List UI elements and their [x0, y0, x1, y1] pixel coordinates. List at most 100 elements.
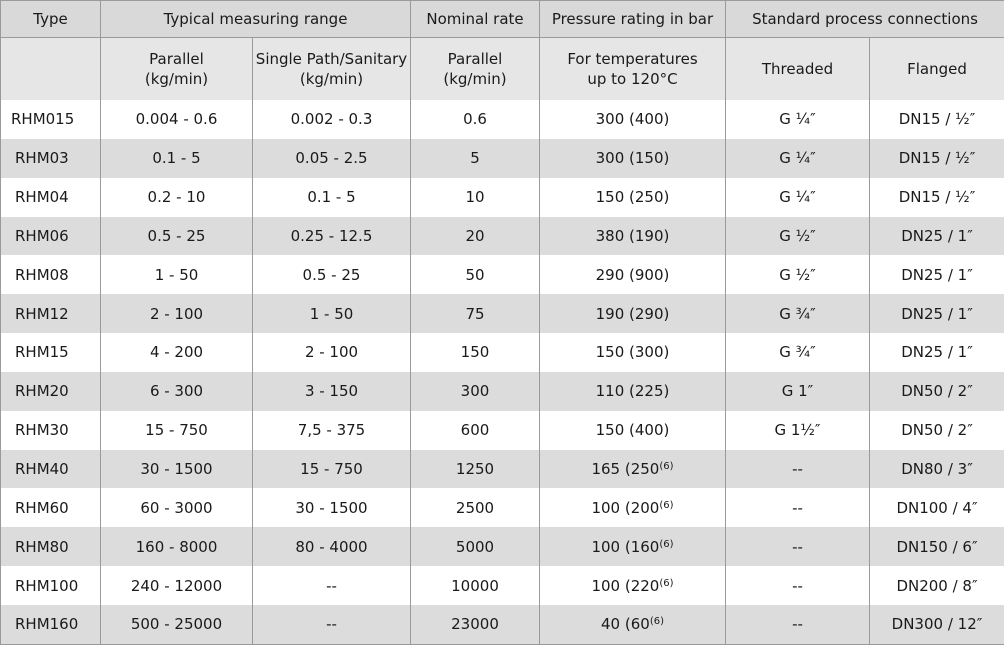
cell-flanged: DN200 / 8″ — [870, 566, 1004, 605]
cell-pressure-rating: 40 (60(6) — [540, 605, 726, 644]
cell-threaded: -- — [726, 450, 870, 489]
cell-threaded: G 1″ — [726, 372, 870, 411]
footnote-marker: (6) — [659, 500, 673, 511]
cell-type: RHM100 — [1, 566, 101, 605]
footnote-marker: (6) — [659, 578, 673, 589]
cell-single-path-range: 3 - 150 — [253, 372, 411, 411]
cell-parallel-range: 0.004 - 0.6 — [101, 100, 253, 139]
cell-pressure-rating: 150 (300) — [540, 333, 726, 372]
header-nominal-rate: Nominal rate — [411, 1, 540, 38]
subheader-empty — [1, 38, 101, 101]
subheader-nominal-parallel: Parallel(kg/min) — [411, 38, 540, 101]
cell-pressure-rating: 290 (900) — [540, 255, 726, 294]
cell-threaded: G 1½″ — [726, 411, 870, 450]
cell-single-path-range: 0.5 - 25 — [253, 255, 411, 294]
cell-nominal-rate: 10 — [411, 178, 540, 217]
cell-parallel-range: 0.1 - 5 — [101, 139, 253, 178]
cell-pressure-rating: 150 (400) — [540, 411, 726, 450]
cell-single-path-range: 0.05 - 2.5 — [253, 139, 411, 178]
subheader-single-path: Single Path/Sanitary(kg/min) — [253, 38, 411, 101]
header-type: Type — [1, 1, 101, 38]
subheader-parallel: Parallel(kg/min) — [101, 38, 253, 101]
footnote-marker: (6) — [650, 616, 664, 627]
cell-pressure-rating: 300 (150) — [540, 139, 726, 178]
cell-single-path-range: 7,5 - 375 — [253, 411, 411, 450]
cell-single-path-range: 2 - 100 — [253, 333, 411, 372]
cell-threaded: G ½″ — [726, 217, 870, 256]
cell-type: RHM20 — [1, 372, 101, 411]
cell-pressure-rating: 100 (160(6) — [540, 527, 726, 566]
subheader-flanged: Flanged — [870, 38, 1004, 101]
cell-parallel-range: 0.5 - 25 — [101, 217, 253, 256]
cell-flanged: DN25 / 1″ — [870, 255, 1004, 294]
cell-flanged: DN50 / 2″ — [870, 411, 1004, 450]
cell-type: RHM40 — [1, 450, 101, 489]
cell-single-path-range: 80 - 4000 — [253, 527, 411, 566]
cell-parallel-range: 0.2 - 10 — [101, 178, 253, 217]
cell-pressure-rating: 110 (225) — [540, 372, 726, 411]
cell-flanged: DN25 / 1″ — [870, 333, 1004, 372]
cell-flanged: DN15 / ½″ — [870, 100, 1004, 139]
cell-pressure-rating: 100 (220(6) — [540, 566, 726, 605]
cell-threaded: -- — [726, 605, 870, 644]
footnote-marker: (6) — [659, 461, 673, 472]
cell-parallel-range: 15 - 750 — [101, 411, 253, 450]
cell-nominal-rate: 23000 — [411, 605, 540, 644]
cell-type: RHM12 — [1, 294, 101, 333]
cell-parallel-range: 4 - 200 — [101, 333, 253, 372]
cell-parallel-range: 500 - 25000 — [101, 605, 253, 644]
cell-nominal-rate: 75 — [411, 294, 540, 333]
cell-threaded: G ¾″ — [726, 294, 870, 333]
cell-threaded: G ¾″ — [726, 333, 870, 372]
cell-nominal-rate: 5000 — [411, 527, 540, 566]
cell-parallel-range: 1 - 50 — [101, 255, 253, 294]
subheader-threaded: Threaded — [726, 38, 870, 101]
cell-threaded: -- — [726, 488, 870, 527]
cell-pressure-rating: 165 (250(6) — [540, 450, 726, 489]
cell-type: RHM04 — [1, 178, 101, 217]
cell-pressure-rating: 100 (200(6) — [540, 488, 726, 527]
cell-nominal-rate: 600 — [411, 411, 540, 450]
cell-pressure-rating: 150 (250) — [540, 178, 726, 217]
cell-flanged: DN100 / 4″ — [870, 488, 1004, 527]
cell-pressure-rating: 190 (290) — [540, 294, 726, 333]
cell-flanged: DN25 / 1″ — [870, 217, 1004, 256]
cell-pressure-rating: 300 (400) — [540, 100, 726, 139]
header-measuring-range: Typical measuring range — [101, 1, 411, 38]
cell-flanged: DN150 / 6″ — [870, 527, 1004, 566]
cell-type: RHM80 — [1, 527, 101, 566]
cell-type: RHM15 — [1, 333, 101, 372]
cell-threaded: -- — [726, 527, 870, 566]
cell-type: RHM08 — [1, 255, 101, 294]
cell-pressure-rating: 380 (190) — [540, 217, 726, 256]
cell-single-path-range: 0.25 - 12.5 — [253, 217, 411, 256]
cell-type: RHM160 — [1, 605, 101, 644]
cell-nominal-rate: 1250 — [411, 450, 540, 489]
cell-nominal-rate: 150 — [411, 333, 540, 372]
cell-type: RHM06 — [1, 217, 101, 256]
cell-parallel-range: 2 - 100 — [101, 294, 253, 333]
cell-single-path-range: 1 - 50 — [253, 294, 411, 333]
cell-type: RHM015 — [1, 100, 101, 139]
cell-single-path-range: -- — [253, 566, 411, 605]
cell-flanged: DN15 / ½″ — [870, 178, 1004, 217]
header-pressure-rating: Pressure rating in bar — [540, 1, 726, 38]
header-row-sub: Parallel(kg/min) Single Path/Sanitary(kg… — [1, 38, 1004, 101]
cell-flanged: DN80 / 3″ — [870, 450, 1004, 489]
cell-single-path-range: 15 - 750 — [253, 450, 411, 489]
cell-nominal-rate: 10000 — [411, 566, 540, 605]
cell-flanged: DN50 / 2″ — [870, 372, 1004, 411]
footnote-marker: (6) — [659, 539, 673, 550]
cell-nominal-rate: 2500 — [411, 488, 540, 527]
cell-single-path-range: 0.1 - 5 — [253, 178, 411, 217]
cell-nominal-rate: 5 — [411, 139, 540, 178]
